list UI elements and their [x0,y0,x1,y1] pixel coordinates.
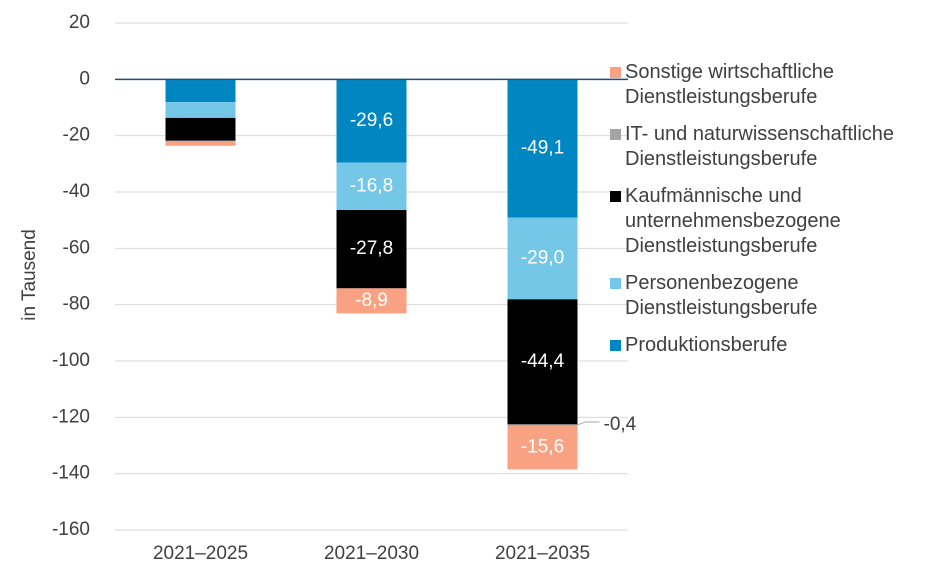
legend-label: Personenbezogene Dienstleistungsberufe [625,272,818,319]
data-label: -0,4 [604,414,637,435]
y-tick-label: -100 [52,350,90,371]
legend-swatch [610,191,621,202]
legend-label: Sonstige wirtschaftliche Dienstleistungs… [625,61,834,108]
legend-label: Kaufmännische und unternehmensbezogene D… [625,185,841,257]
y-tick-label: -40 [63,181,90,202]
legend-item: Kaufmännische und unternehmensbezogene D… [610,184,944,259]
legend-swatch [610,67,621,78]
data-label: -29,6 [350,110,393,131]
data-label: -29,0 [521,247,564,268]
y-axis-label: in Tausend [19,229,40,321]
y-tick-label: 20 [69,12,90,33]
data-label: -44,4 [521,351,565,372]
bar-segment [507,425,578,470]
data-label: -49,1 [521,137,564,158]
legend-label: Produktionsberufe [625,334,788,356]
bar-segment [165,79,236,103]
bar-segment [336,79,407,163]
bar-segment [507,79,578,218]
bar-segment [336,162,407,211]
legend: Sonstige wirtschaftliche Dienstleistungs… [610,60,944,370]
legend-item: IT- und naturwissenschaftliche Dienstlei… [610,122,944,172]
x-tick-label: 2021–2030 [324,543,419,564]
x-tick-label: 2021–2025 [153,543,248,564]
legend-item: Produktionsberufe [610,333,944,358]
bar-segment [165,102,236,118]
legend-item: Personenbezogene Dienstleistungsberufe [610,271,944,321]
x-tick-label: 2021–2035 [495,543,590,564]
legend-swatch [610,278,621,289]
legend-swatch [610,340,621,351]
bar-segment [507,424,578,426]
bar-segment [165,117,236,141]
y-tick-label: -140 [52,463,90,484]
y-tick-label: 0 [79,68,90,89]
y-tick-label: -60 [63,237,90,258]
legend-item: Sonstige wirtschaftliche Dienstleistungs… [610,60,944,110]
bar-segment [507,299,578,425]
legend-label: IT- und naturwissenschaftliche Dienstlei… [625,123,895,170]
bar-segment [507,217,578,300]
y-tick-label: -160 [52,519,90,540]
data-label: -16,8 [350,175,393,196]
bar-segment [165,141,236,146]
data-label: -27,8 [350,238,393,259]
y-tick-label: -120 [52,406,90,427]
bar-segment [336,288,407,314]
data-label: -8,9 [355,290,388,311]
data-label: -15,6 [521,436,564,457]
leader-line [577,421,600,426]
y-tick-label: -80 [63,294,90,315]
y-tick-label: -20 [63,125,90,146]
legend-swatch [610,129,621,140]
bar-segment [336,210,407,289]
